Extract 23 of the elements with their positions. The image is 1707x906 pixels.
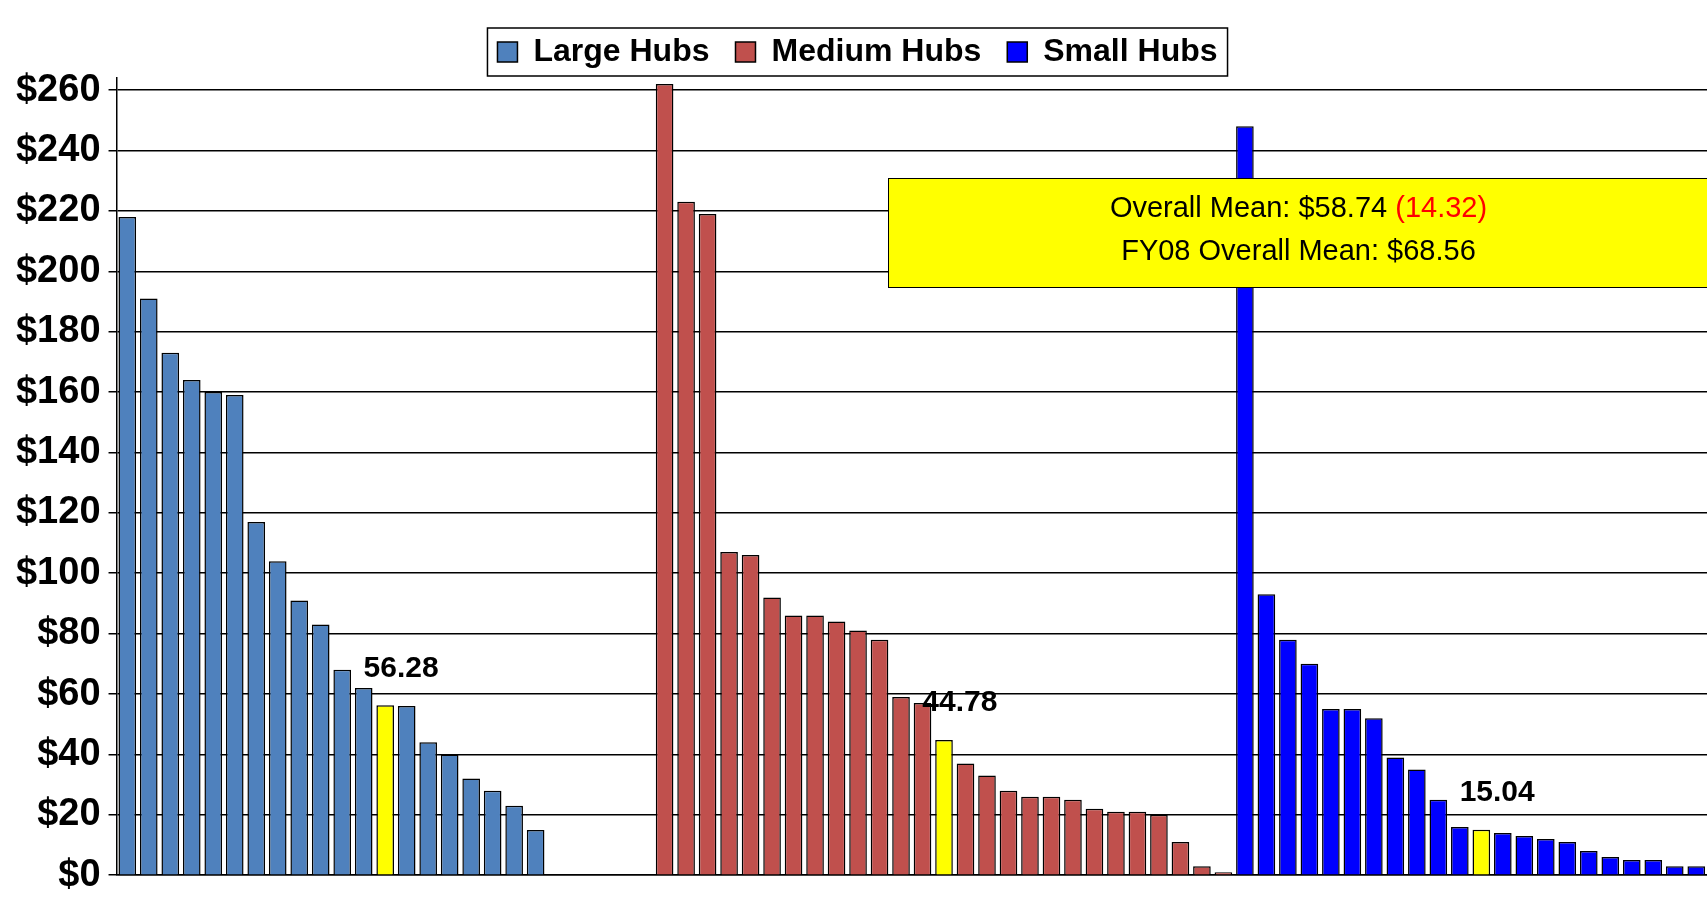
y-tick-label: $200 (15, 247, 101, 290)
y-tick-label: $40 (37, 730, 101, 773)
y-tick-label: $240 (15, 126, 101, 169)
y-tick-label: $160 (15, 368, 101, 411)
annotation: (14.32) (1395, 191, 1488, 223)
annotation: FY08 Overall Mean: $68.56 (1121, 234, 1476, 266)
y-tick-label: $180 (15, 308, 101, 351)
y-tick-label: $60 (37, 670, 101, 713)
y-tick-label: $80 (37, 610, 101, 653)
y-tick-label: $100 (15, 549, 101, 592)
y-tick-label: $0 (58, 851, 101, 894)
y-tick-label: $220 (15, 187, 101, 230)
legend-label: Small Hubs (1043, 31, 1218, 68)
data-label: 15.04 (1459, 774, 1536, 808)
legend-label: Medium Hubs (771, 31, 982, 68)
annotation: Overall Mean: $58.74 (1109, 191, 1388, 223)
callout-box: Overall Mean: $58.74 (14.32) FY08 Overall Mean: $68.56 (888, 178, 1707, 288)
legend-label: Large Hubs (533, 31, 710, 68)
y-tick-label: $20 (37, 791, 101, 834)
y-tick-label: $140 (15, 428, 101, 471)
data-label: 56.28 (363, 649, 439, 683)
y-tick-label: $260 (15, 66, 101, 109)
y-tick-label: $120 (15, 489, 101, 532)
